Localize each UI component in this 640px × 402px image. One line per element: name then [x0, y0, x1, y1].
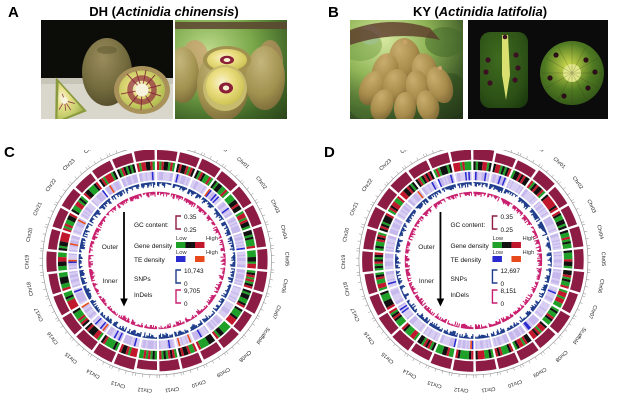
svg-text:12,697: 12,697: [500, 268, 520, 275]
svg-text:InDels: InDels: [450, 292, 469, 299]
svg-text:SNPs: SNPs: [450, 276, 467, 283]
svg-text:0: 0: [500, 281, 504, 288]
svg-text:Inner: Inner: [419, 278, 435, 285]
svg-text:TE density: TE density: [450, 257, 481, 264]
svg-text:GC content:: GC content:: [450, 222, 485, 229]
svg-text:High: High: [522, 236, 534, 242]
svg-text:Outer: Outer: [418, 244, 435, 251]
svg-text:Low: Low: [492, 250, 503, 256]
svg-text:0.35: 0.35: [500, 214, 513, 221]
svg-text:Low: Low: [492, 236, 503, 242]
svg-text:0.25: 0.25: [500, 227, 513, 234]
svg-text:Gene density: Gene density: [450, 243, 489, 250]
svg-text:0: 0: [500, 301, 504, 308]
svg-text:High: High: [522, 250, 534, 256]
svg-text:8,151: 8,151: [500, 288, 516, 295]
